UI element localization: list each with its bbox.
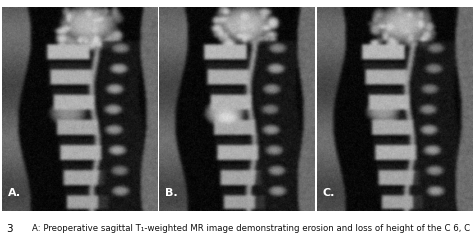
Text: A.: A. (8, 188, 21, 198)
Text: 3: 3 (6, 224, 12, 234)
Text: C.: C. (323, 188, 335, 198)
Text: A: Preoperative sagittal T₁-weighted MR image demonstrating erosion and loss of : A: Preoperative sagittal T₁-weighted MR … (32, 224, 470, 233)
Text: B.: B. (165, 188, 178, 198)
